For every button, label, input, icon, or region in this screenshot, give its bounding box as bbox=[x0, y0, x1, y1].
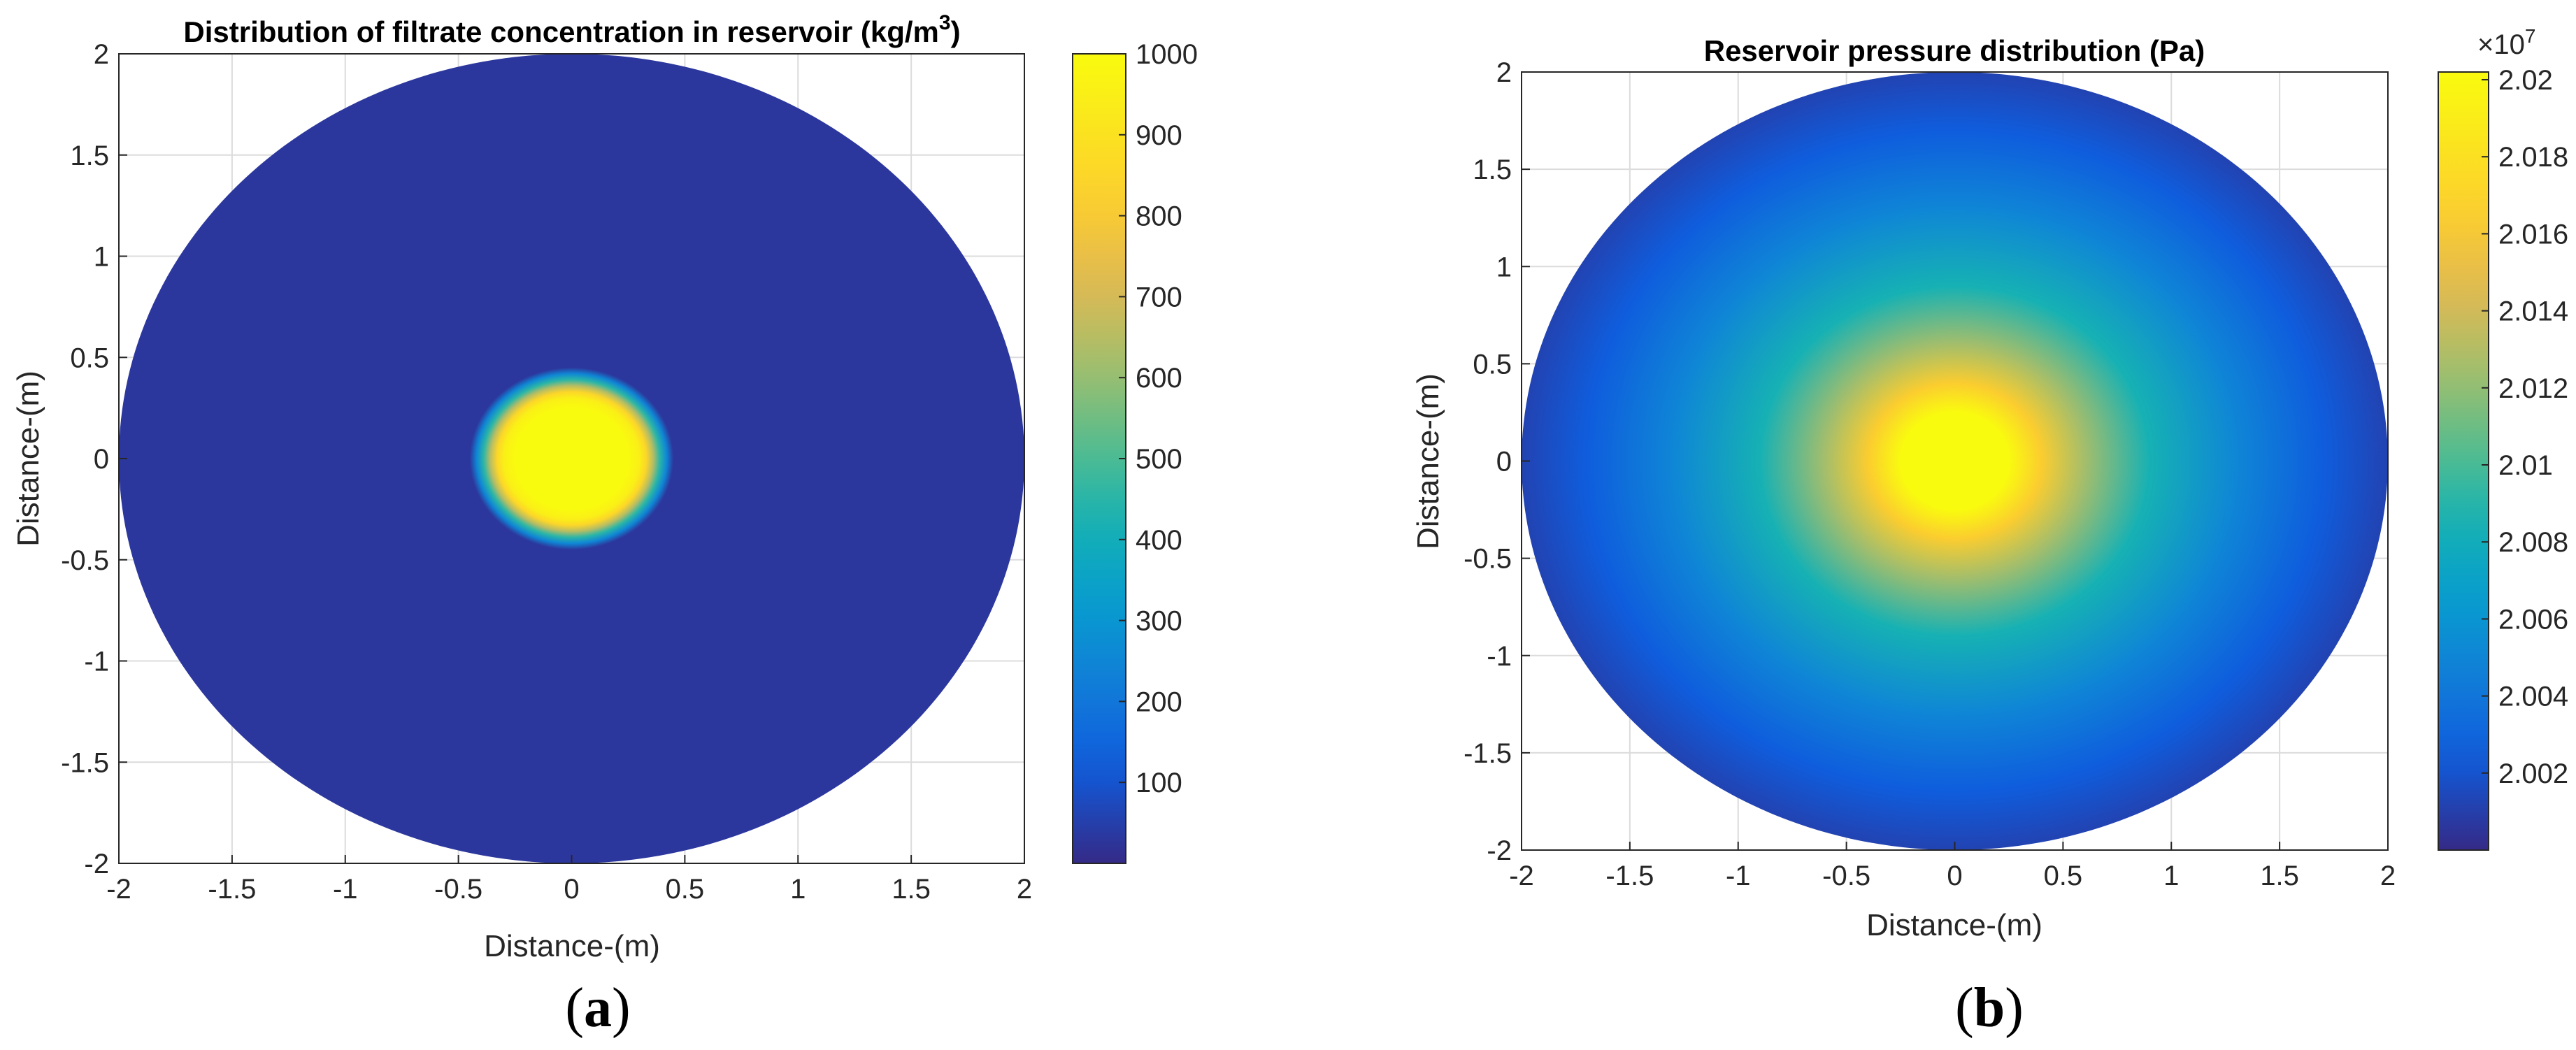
colorbar-tick-label: 200 bbox=[1136, 686, 1182, 717]
x-tick-label: 2 bbox=[1017, 874, 1032, 905]
colorbar-tick-label: 2.004 bbox=[2498, 682, 2568, 712]
x-tick-label: 0 bbox=[564, 874, 579, 905]
colorbar-tick-label: 400 bbox=[1136, 525, 1182, 556]
y-tick-label: -2 bbox=[1487, 835, 1512, 866]
field-disk bbox=[119, 54, 1024, 863]
x-axis-label-b: Distance-(m) bbox=[1866, 908, 2042, 942]
x-tick-label: 0 bbox=[1947, 861, 1962, 891]
colorbar-tick-label: 2.014 bbox=[2498, 296, 2568, 327]
y-axis-label-b: Distance-(m) bbox=[1411, 373, 1445, 549]
y-tick-label: 0.5 bbox=[70, 343, 109, 373]
x-axis-label-a: Distance-(m) bbox=[484, 929, 660, 963]
colorbar-tick-label: 2.008 bbox=[2498, 527, 2568, 558]
panel-a: -2 -1.5 -1 -0.5 0 0.5 1 1.5 2 -2 -1.5 -1 -0.5 0 0.5 1 1.… bbox=[11, 11, 1198, 1039]
colorbar-b-multiplier: ×107 bbox=[2477, 25, 2535, 60]
ticks-a: -2 -1.5 -1 -0.5 0 0.5 1 1.5 2 -2 -1.5 -1 -0.5 0 0.5 1 1.… bbox=[61, 39, 1032, 905]
x-tick-label: -2 bbox=[106, 874, 131, 905]
panel-label-a: (a) bbox=[565, 977, 630, 1039]
y-tick-label: 0 bbox=[1496, 447, 1512, 477]
panel-label-b: (b) bbox=[1955, 977, 2024, 1039]
y-tick-label: 2 bbox=[94, 39, 109, 70]
colorbar-tick-label: 2.01 bbox=[2498, 450, 2553, 481]
x-tick-label: 1.5 bbox=[2260, 861, 2299, 891]
colorbar-tick-label: 800 bbox=[1136, 201, 1182, 232]
y-tick-label: 1.5 bbox=[70, 141, 109, 171]
x-tick-label: -1 bbox=[1726, 861, 1751, 891]
x-tick-label: 1 bbox=[790, 874, 806, 905]
colorbar-tick-label: 2.02 bbox=[2498, 65, 2553, 96]
x-tick-label: 1.5 bbox=[892, 874, 931, 905]
x-tick-label: 2 bbox=[2380, 861, 2396, 891]
y-tick-label: 1 bbox=[94, 242, 109, 273]
colorbar-b-multiplier-exponent: 7 bbox=[2525, 25, 2536, 47]
colorbar-tick-label: 900 bbox=[1136, 120, 1182, 151]
colorbar-tick-label: 500 bbox=[1136, 444, 1182, 475]
x-tick-label: -1 bbox=[333, 874, 358, 905]
panel-label-b-letter: b bbox=[1974, 977, 2005, 1039]
colorbar-b bbox=[2438, 71, 2489, 851]
pressure-field bbox=[1522, 72, 2388, 850]
x-tick-label: -1.5 bbox=[208, 874, 256, 905]
y-tick-label: -2 bbox=[84, 849, 109, 879]
chart-title-a: Distribution of filtrate concentration i… bbox=[183, 11, 960, 48]
chart-title-a-end: ) bbox=[951, 15, 961, 48]
colorbar-tick-label: 2.002 bbox=[2498, 758, 2568, 789]
x-tick-label: 1 bbox=[2163, 861, 2179, 891]
colorbar-tick-label: 700 bbox=[1136, 282, 1182, 312]
colorbar-a bbox=[1072, 53, 1126, 864]
colorbar-tick-label: 2.016 bbox=[2498, 219, 2568, 250]
y-tick-label: 1.5 bbox=[1473, 154, 1512, 185]
y-tick-label: -1.5 bbox=[1464, 738, 1512, 769]
concentration-field bbox=[119, 54, 1024, 863]
y-tick-label: -0.5 bbox=[1464, 544, 1512, 575]
ticks-b: -2 -1.5 -1 -0.5 0 0.5 1 1.5 2 -2 -1.5 -1 -0.5 0 0.5 1 1.… bbox=[1464, 57, 2396, 891]
y-tick-label: -1.5 bbox=[61, 747, 109, 778]
y-tick-label: 0.5 bbox=[1473, 349, 1512, 380]
x-tick-label: -1.5 bbox=[1605, 861, 1654, 891]
y-tick-label: 0 bbox=[94, 444, 109, 475]
chart-title-a-superscript: 3 bbox=[939, 11, 951, 34]
y-tick-label: -0.5 bbox=[61, 545, 109, 576]
x-tick-label: -0.5 bbox=[434, 874, 482, 905]
colorbar-tick-label: 300 bbox=[1136, 606, 1182, 637]
colorbar-tick-label: 2.012 bbox=[2498, 373, 2568, 404]
x-tick-label: 0.5 bbox=[666, 874, 705, 905]
panel-b: -2 -1.5 -1 -0.5 0 0.5 1 1.5 2 -2 -1.5 -1 -0.5 0 0.5 1 1.… bbox=[1411, 25, 2568, 1039]
x-tick-label: 0.5 bbox=[2044, 861, 2083, 891]
x-tick-label: -2 bbox=[1509, 861, 1534, 891]
y-tick-label: -1 bbox=[1487, 641, 1512, 672]
field-disk bbox=[1522, 72, 2388, 850]
colorbar-tick-label: 2.006 bbox=[2498, 604, 2568, 635]
colorbar-tick-label: 1000 bbox=[1136, 39, 1198, 70]
y-axis-label-a: Distance-(m) bbox=[11, 371, 45, 547]
colorbar-b-ticks: 2.002 2.004 2.006 2.008 2.01 2.012 2.014 2.016 2… bbox=[2482, 65, 2568, 789]
y-tick-label: 2 bbox=[1496, 57, 1512, 88]
x-tick-label: -0.5 bbox=[1822, 861, 1870, 891]
colorbar-tick-label: 100 bbox=[1136, 768, 1182, 798]
chart-title-b: Reservoir pressure distribution (Pa) bbox=[1704, 34, 2205, 67]
y-tick-label: -1 bbox=[84, 647, 109, 677]
colorbar-a-ticks: 100 200 300 400 500 600 700 800 900 1000 bbox=[1119, 39, 1198, 798]
colorbar-tick-label: 600 bbox=[1136, 363, 1182, 394]
colorbar-tick-label: 2.018 bbox=[2498, 142, 2568, 173]
panel-label-a-letter: a bbox=[584, 977, 612, 1039]
y-tick-label: 1 bbox=[1496, 252, 1512, 282]
